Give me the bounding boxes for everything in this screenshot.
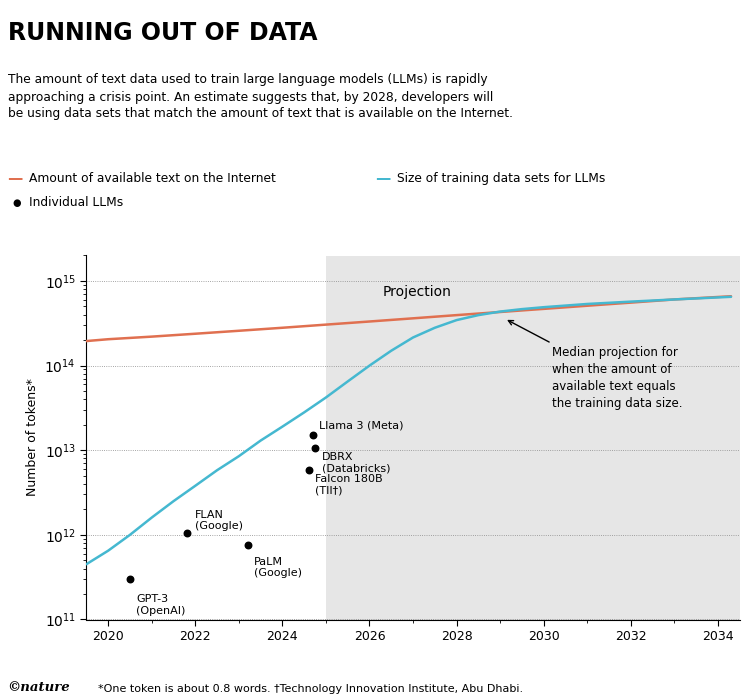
Point — [180, 528, 192, 539]
Text: Median projection for
when the amount of
available text equals
the training data: Median projection for when the amount of… — [508, 321, 683, 410]
Text: Amount of available text on the Internet: Amount of available text on the Internet — [29, 172, 276, 185]
Text: —: — — [8, 171, 23, 186]
Text: Llama 3 (Meta): Llama 3 (Meta) — [319, 421, 404, 430]
Point — [309, 443, 321, 454]
Text: ●: ● — [12, 198, 21, 208]
Text: DBRX
(Databricks): DBRX (Databricks) — [321, 452, 390, 474]
Text: Size of training data sets for LLMs: Size of training data sets for LLMs — [397, 172, 605, 185]
Text: RUNNING OUT OF DATA: RUNNING OUT OF DATA — [8, 21, 317, 45]
Text: ©nature: ©nature — [8, 681, 70, 694]
Text: The amount of text data used to train large language models (LLMs) is rapidly
ap: The amount of text data used to train la… — [8, 74, 512, 120]
Text: Individual LLMs: Individual LLMs — [29, 197, 122, 209]
Text: —: — — [376, 171, 391, 186]
Text: PaLM
(Google): PaLM (Google) — [254, 556, 302, 578]
Point — [303, 465, 315, 476]
Text: Projection: Projection — [382, 285, 451, 299]
Text: FLAN
(Google): FLAN (Google) — [195, 510, 243, 531]
Text: GPT-3
(OpenAI): GPT-3 (OpenAI) — [137, 594, 185, 615]
Text: *One token is about 0.8 words. †Technology Innovation Institute, Abu Dhabi.: *One token is about 0.8 words. †Technolo… — [98, 685, 523, 694]
Bar — [326, 256, 751, 620]
Text: Falcon 180B
(TII†): Falcon 180B (TII†) — [315, 475, 383, 496]
Point — [307, 430, 319, 441]
Point — [124, 573, 136, 584]
Y-axis label: Number of tokens*: Number of tokens* — [26, 379, 39, 496]
Point — [242, 540, 254, 551]
